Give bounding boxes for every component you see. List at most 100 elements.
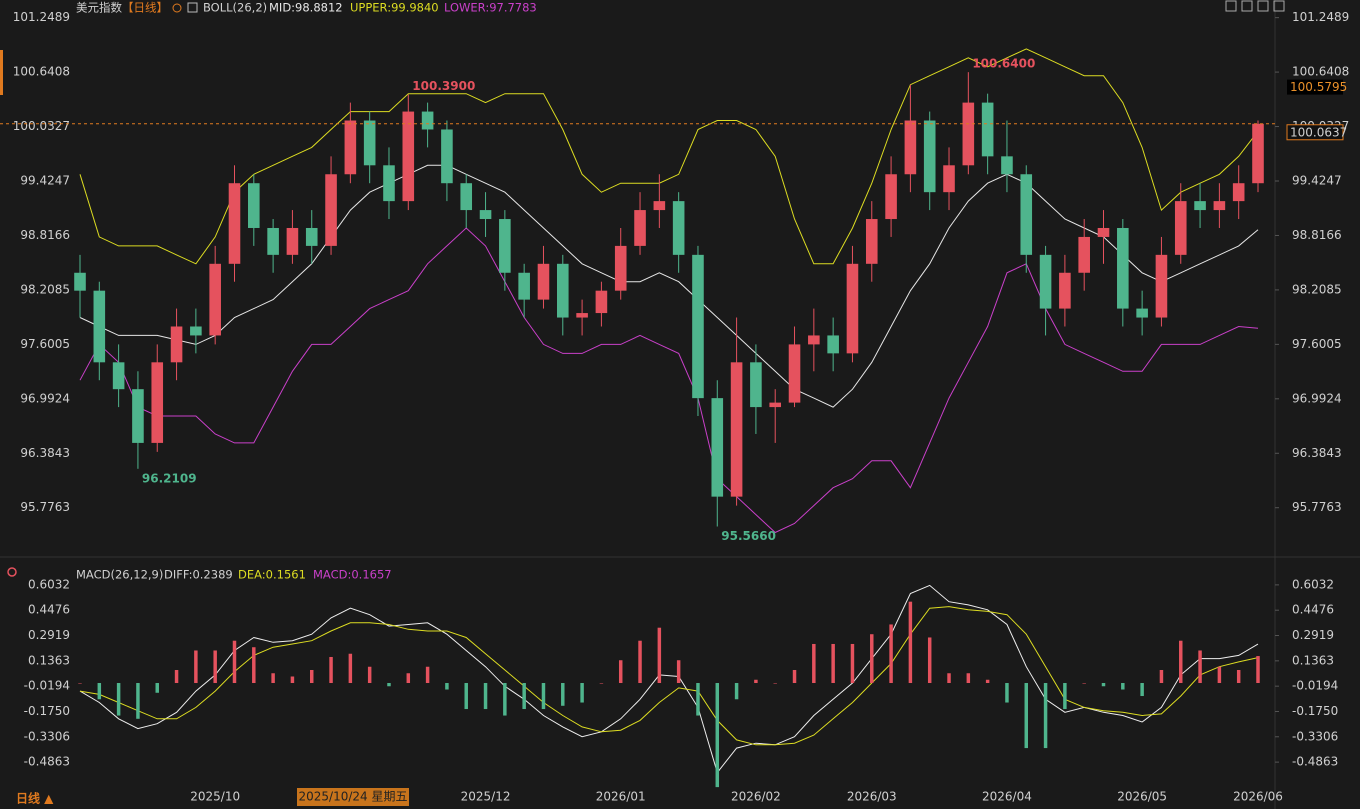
macd-bar	[406, 673, 411, 684]
candle-body	[923, 120, 936, 193]
macd-bar	[985, 679, 990, 684]
legend-entry: UPPER:99.9840	[350, 1, 439, 15]
x-tick-label: 2026/06	[1233, 790, 1283, 804]
macd-bar	[561, 683, 565, 706]
candle-body	[248, 183, 260, 228]
candle-body	[1232, 183, 1245, 202]
plot	[74, 48, 1264, 788]
chart-title: 美元指数	[76, 1, 122, 15]
y-tick-label: -0.1750	[24, 704, 70, 718]
y-tick-label: -0.3306	[24, 729, 70, 743]
period[interactable]: 【日线】	[122, 1, 168, 15]
macd-bar	[1236, 669, 1241, 684]
legend-entry: DIFF:0.2389	[164, 568, 233, 582]
y-tick-label: 0.1363	[1292, 653, 1334, 667]
candle-body	[1097, 227, 1110, 237]
y-tick-label: -0.4863	[1292, 755, 1338, 769]
period-button[interactable]: 日线 ▲	[16, 791, 54, 806]
extreme-label: 95.5660	[721, 529, 776, 543]
indicator-icon[interactable]	[187, 2, 198, 13]
y-tick-label: 98.8166	[1292, 228, 1342, 242]
y-tick-label: -0.0194	[24, 679, 70, 693]
candle-body	[614, 245, 627, 291]
macd-bar	[1024, 683, 1029, 749]
macd-bar	[348, 653, 353, 684]
macd-bar	[657, 627, 662, 684]
price-box	[1287, 79, 1343, 95]
last-price: 100.0637	[1290, 125, 1347, 139]
candle-body	[228, 183, 241, 264]
candle-body	[962, 102, 975, 166]
candle-body	[479, 210, 492, 220]
macd-bar	[773, 683, 777, 684]
y-tick-label: 99.4247	[20, 173, 70, 187]
macd-bar	[850, 643, 855, 684]
y-tick-label: 95.7763	[20, 500, 70, 514]
candle-body	[634, 210, 646, 246]
macd-bar	[1217, 666, 1222, 684]
macd-bar	[715, 683, 720, 788]
candle-body	[808, 335, 820, 345]
macd-bar	[367, 666, 372, 684]
x-tick-label: 2025/10	[190, 790, 240, 804]
macd-bar	[599, 683, 604, 684]
candle-body	[112, 362, 125, 390]
y-tick-label: -0.1750	[1292, 704, 1338, 718]
macd-bar	[1198, 650, 1202, 684]
settings-icon[interactable]	[172, 3, 182, 13]
crosshair-date: 2025/10/24 星期五	[299, 790, 408, 804]
macd-bar	[908, 601, 913, 684]
y-tick-label: 0.2919	[1292, 628, 1334, 642]
macd-bar	[676, 660, 681, 684]
macd-icon[interactable]	[7, 567, 17, 577]
tool-button[interactable]	[1225, 0, 1237, 12]
tool-button[interactable]	[1257, 0, 1269, 12]
macd-bar	[213, 650, 217, 684]
macd-bar	[309, 669, 314, 684]
candle-body	[846, 263, 859, 354]
y-tick-label: 98.8166	[20, 228, 70, 242]
candle-body	[1194, 201, 1206, 211]
x-tick-label: 2026/05	[1117, 790, 1167, 804]
candle-body	[383, 165, 395, 202]
candle-body	[653, 201, 666, 211]
macd-bar	[638, 640, 642, 684]
candle-body	[190, 326, 202, 336]
y-tick-label: 0.4476	[28, 603, 70, 617]
candle-body	[1059, 272, 1071, 309]
y-tick-label: 96.3843	[1292, 446, 1342, 460]
macd-bar	[445, 683, 449, 690]
candle-body	[750, 362, 762, 408]
candle-body	[537, 263, 550, 300]
macd-bar	[78, 683, 82, 684]
candle-body	[1001, 156, 1013, 175]
x-tick-label: 2026/02	[731, 790, 781, 804]
macd-bar	[329, 656, 333, 684]
crosshair-box	[297, 788, 409, 806]
candle-body	[711, 398, 724, 497]
macd-bar	[425, 666, 430, 684]
y-tick-label: 0.6032	[1292, 577, 1334, 591]
tool-button[interactable]	[1273, 0, 1285, 12]
extreme-label: 100.6400	[972, 57, 1035, 71]
tool-button[interactable]	[1241, 0, 1253, 12]
y-tick-label: 101.2489	[13, 10, 70, 24]
candle-body	[421, 111, 434, 130]
macd-bar	[387, 683, 391, 687]
macd-title: MACD(26,12,9)	[76, 568, 163, 582]
candle-body	[518, 272, 530, 300]
candle-body	[402, 111, 415, 202]
boll-line	[79, 48, 1259, 265]
macd-bar	[927, 637, 932, 684]
y-tick-label: -0.4863	[24, 755, 70, 769]
y-tick-label: 98.2085	[20, 282, 70, 296]
candle-body	[1174, 201, 1187, 255]
y-tick-label: 100.6408	[13, 65, 70, 79]
candle-body	[827, 335, 839, 354]
y-tick-label: 100.6408	[1292, 65, 1349, 79]
macd-bar	[966, 673, 971, 684]
y-tick-label: 0.1363	[28, 653, 70, 667]
y-tick-label: 99.4247	[1292, 173, 1342, 187]
candle-body	[74, 272, 86, 291]
macd-bar	[174, 669, 179, 684]
